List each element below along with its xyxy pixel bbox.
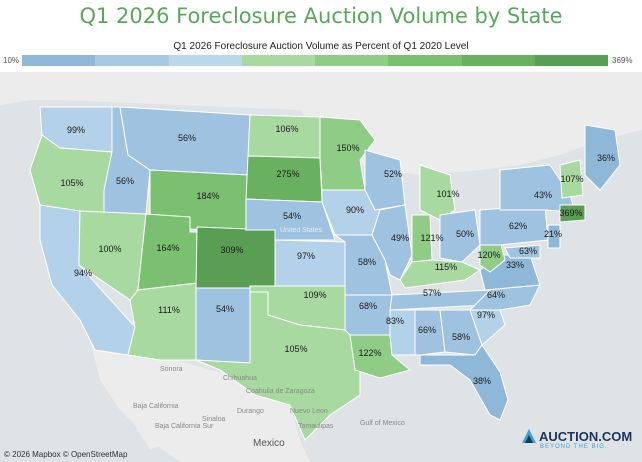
legend-segment — [168, 55, 242, 66]
legend-segment — [534, 55, 608, 66]
state-co[interactable] — [195, 226, 276, 291]
state-me[interactable] — [584, 124, 621, 191]
state-value-label-al: 66% — [418, 325, 436, 335]
state-vt[interactable] — [559, 159, 584, 199]
logo-tagline: BEYOND THE BIG. — [540, 444, 608, 450]
state-il[interactable] — [371, 204, 413, 281]
state-value-label-md: 63% — [519, 246, 537, 256]
basemap-label-united-states: United States — [280, 227, 323, 234]
color-legend-bar — [22, 55, 608, 66]
place-label: Baja California — [133, 403, 179, 410]
state-value-label-in: 121% — [420, 233, 443, 243]
state-value-label-va: 33% — [506, 260, 524, 270]
place-label: Nuevo Leon — [290, 408, 328, 415]
state-value-label-la: 122% — [358, 348, 381, 358]
state-value-label-ia: 90% — [346, 205, 364, 215]
state-value-label-ne: 54% — [283, 211, 301, 221]
state-value-label-fl: 38% — [473, 376, 491, 386]
state-mn[interactable] — [319, 116, 376, 191]
legend-segment — [22, 55, 96, 66]
state-value-label-wy: 184% — [196, 191, 219, 201]
state-value-label-ar: 68% — [359, 301, 377, 311]
state-value-label-ca: 94% — [74, 268, 92, 278]
place-label: Durango — [237, 408, 264, 415]
state-value-label-nd: 106% — [275, 124, 298, 134]
state-value-label-il: 49% — [391, 233, 409, 243]
state-oh[interactable] — [439, 209, 481, 263]
state-value-label-tn: 57% — [423, 288, 441, 298]
state-value-label-vt: 107% — [560, 174, 583, 184]
state-al[interactable] — [414, 309, 446, 356]
state-value-label-me: 36% — [597, 153, 615, 163]
place-labels-layer: Sonora Chihuahua Coahuila de Zaragoza Nuevo… — [133, 366, 405, 430]
state-value-label-ok: 109% — [303, 290, 326, 300]
state-ms[interactable] — [389, 309, 416, 356]
legend-segment — [95, 55, 169, 66]
place-label: Gulf of Mexico — [360, 420, 405, 427]
state-value-label-mo: 58% — [358, 257, 376, 267]
baja-land — [110, 360, 160, 450]
state-value-label-sc: 97% — [477, 310, 495, 320]
place-label: Sinaloa — [202, 416, 225, 423]
state-value-label-ms: 83% — [386, 316, 404, 326]
state-az[interactable] — [127, 282, 198, 361]
place-label: Tamaulipas — [298, 423, 334, 430]
place-label: Sonora — [160, 366, 183, 373]
state-ks[interactable] — [274, 239, 346, 287]
state-value-label-nc: 64% — [487, 290, 505, 300]
state-value-label-ks: 97% — [297, 251, 315, 261]
chart-subtitle: Q1 2026 Foreclosure Auction Volume as Pe… — [173, 41, 469, 52]
state-nd[interactable] — [247, 114, 321, 159]
states-layer — [29, 106, 621, 441]
logo-text: AUCTION.COM — [539, 429, 633, 444]
state-value-label-tx: 105% — [284, 344, 307, 354]
state-value-label-ga: 58% — [452, 332, 470, 342]
state-labels-layer: 99% 105% 94% 56% 100% 56% 184% 164% 111% 309% 54% 1… — [60, 124, 615, 386]
state-value-label-sd: 275% — [276, 169, 299, 179]
state-value-label-az: 111% — [158, 305, 180, 315]
chart-title: Q1 2026 Foreclosure Auction Volume by St… — [79, 4, 563, 28]
state-value-label-oh: 50% — [456, 229, 474, 239]
state-value-label-nv: 100% — [98, 244, 121, 254]
state-value-label-wa: 99% — [67, 125, 85, 135]
place-label: Chihuahua — [223, 375, 257, 382]
state-fl[interactable] — [419, 344, 509, 421]
state-ky[interactable] — [399, 259, 482, 289]
state-value-label-co: 309% — [220, 245, 243, 255]
state-value-label-ky: 115% — [435, 262, 457, 272]
auction-logo-icon — [522, 429, 536, 443]
legend-segment — [461, 55, 535, 66]
state-nm[interactable] — [195, 287, 251, 364]
map-attribution[interactable]: © 2026 Mapbox © OpenStreetMap — [4, 450, 128, 459]
state-value-label-nm: 54% — [216, 304, 234, 314]
state-value-label-wv: 120% — [477, 250, 500, 260]
state-value-label-wi: 52% — [384, 169, 402, 179]
legend-max-label: 369% — [612, 56, 633, 65]
legend-segment — [315, 55, 389, 66]
state-value-label-mi: 101% — [436, 189, 459, 199]
state-sd[interactable] — [245, 155, 323, 203]
state-ct[interactable] — [559, 204, 586, 223]
state-value-label-mn: 150% — [336, 143, 359, 153]
state-value-label-ut: 164% — [156, 243, 179, 253]
legend-segment — [388, 55, 462, 66]
state-value-label-id: 56% — [116, 176, 134, 186]
state-value-label-or: 105% — [60, 178, 83, 188]
state-nj[interactable] — [547, 224, 561, 249]
state-value-label-pa: 62% — [509, 221, 527, 231]
map-area[interactable]: 99% 105% 94% 56% 100% 56% 184% 164% 111% 309% 54% 1… — [0, 72, 642, 462]
us-state-map[interactable]: 99% 105% 94% 56% 100% 56% 184% 164% 111% 309% 54% 1… — [0, 72, 642, 462]
state-value-label-nj: 21% — [544, 229, 562, 239]
state-value-label-ct: 369% — [559, 208, 582, 218]
state-value-label-mt: 56% — [178, 133, 196, 143]
place-label: Coahuila de Zaragoza — [246, 388, 315, 395]
basemap-label-mexico: Mexico — [253, 438, 285, 449]
legend-min-label: 10% — [3, 56, 20, 65]
state-md[interactable] — [504, 244, 541, 259]
legend-segment — [241, 55, 315, 66]
state-value-label-ny: 43% — [534, 190, 552, 200]
place-label: Baja California Sur — [155, 423, 214, 430]
